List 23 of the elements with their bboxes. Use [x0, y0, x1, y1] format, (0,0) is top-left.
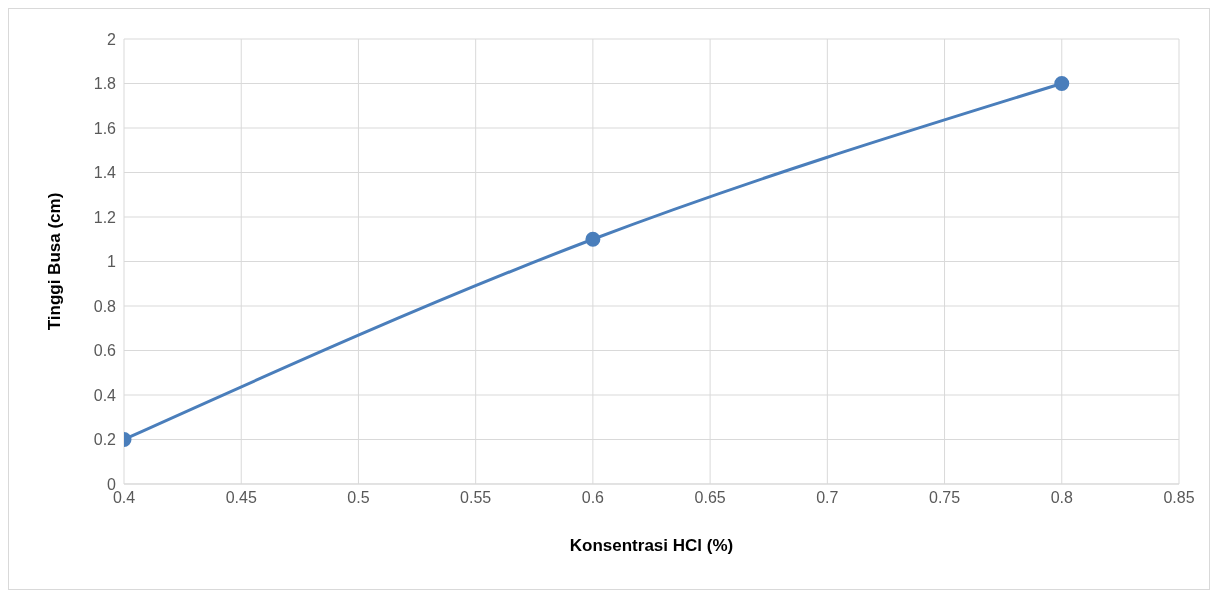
x-tick-label: 0.75: [928, 489, 961, 507]
x-tick-label: 0.5: [347, 489, 370, 507]
point: [585, 231, 601, 247]
x-tick-label: 0.65: [694, 489, 726, 507]
x-tick-label: 0.55: [460, 489, 492, 507]
y-tick-label: 0.4: [93, 386, 117, 404]
x-tick-label: 0.45: [225, 489, 257, 507]
y-tick-label: 0.8: [93, 297, 117, 315]
x-tick-label: 0.85: [1163, 489, 1195, 507]
y-tick-label: 1.6: [93, 119, 117, 137]
x-axis-title: Konsentrasi HCl (%): [569, 536, 734, 555]
y-tick-label: 2: [107, 30, 117, 48]
x-tick-label: 0.8: [1050, 489, 1073, 507]
y-tick-label: 0.6: [93, 342, 117, 360]
y-tick-label: 1: [107, 253, 117, 271]
x-tick-label: 0.6: [581, 489, 605, 507]
x-tick-label: 0.7: [816, 489, 839, 507]
y-tick-label: 1.4: [93, 164, 117, 182]
y-axis-title: Tinggi Busa (cm): [45, 192, 65, 331]
point: [1054, 76, 1070, 91]
y-tick-label: 1.8: [93, 75, 117, 93]
y-tick-label: 0.2: [93, 431, 117, 449]
y-tick-label: 1.2: [93, 208, 117, 226]
